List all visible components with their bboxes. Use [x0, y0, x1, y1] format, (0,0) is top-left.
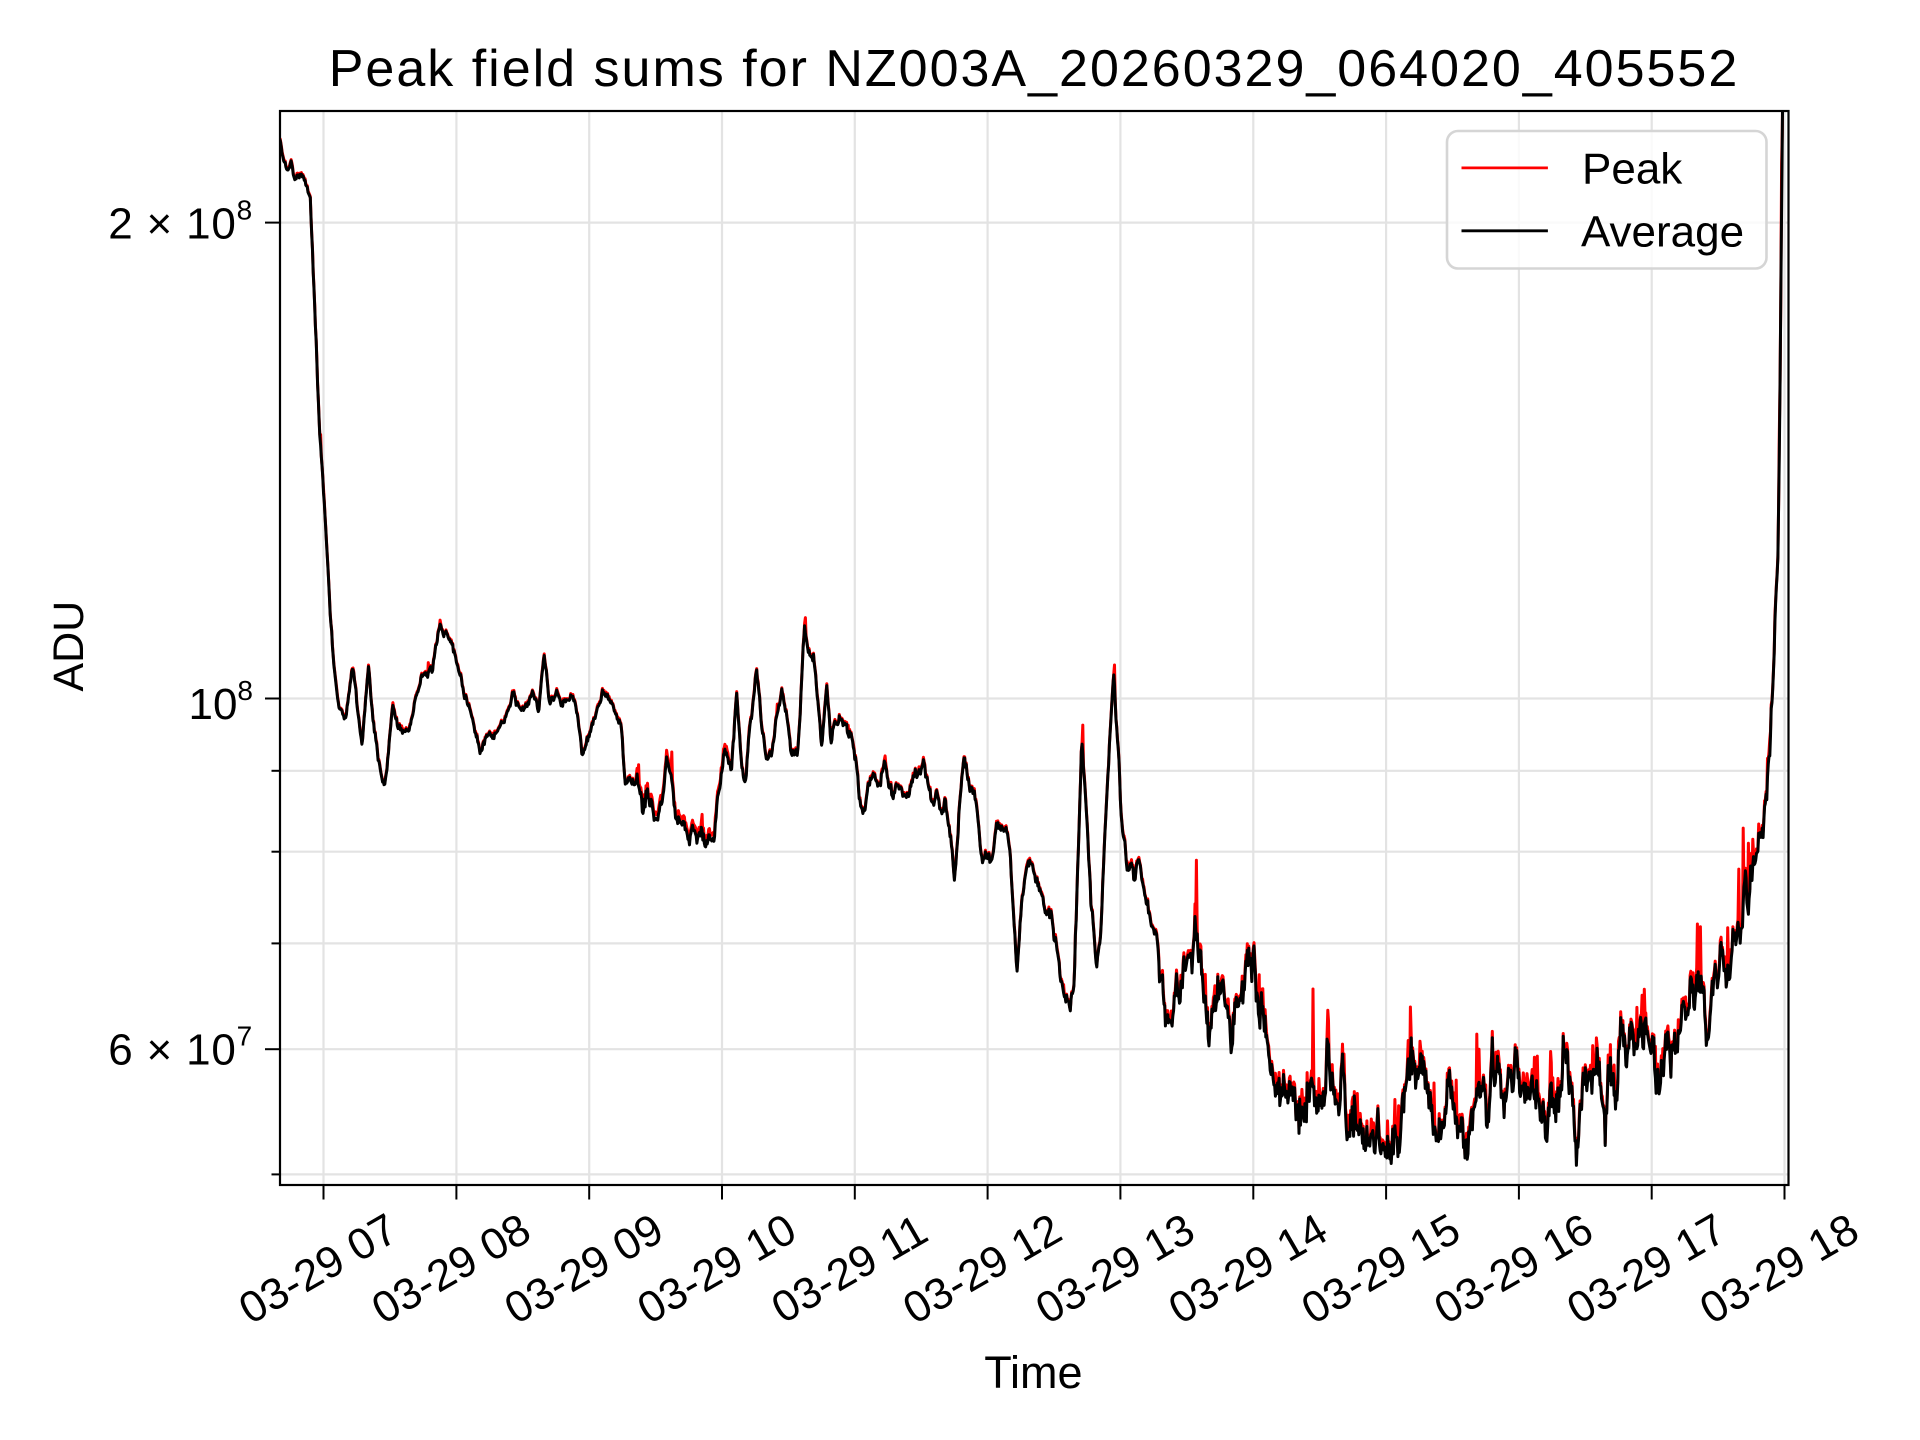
svg-text:6 × 107: 6 × 107 [108, 1021, 253, 1075]
svg-text:Time: Time [984, 1347, 1082, 1398]
svg-text:ADU: ADU [45, 601, 93, 692]
svg-text:Average: Average [1581, 208, 1744, 257]
svg-text:Peak field sums for NZ003A_202: Peak field sums for NZ003A_20260329_0640… [329, 40, 1740, 98]
svg-text:Peak: Peak [1582, 144, 1683, 193]
svg-text:2 × 108: 2 × 108 [108, 194, 253, 248]
